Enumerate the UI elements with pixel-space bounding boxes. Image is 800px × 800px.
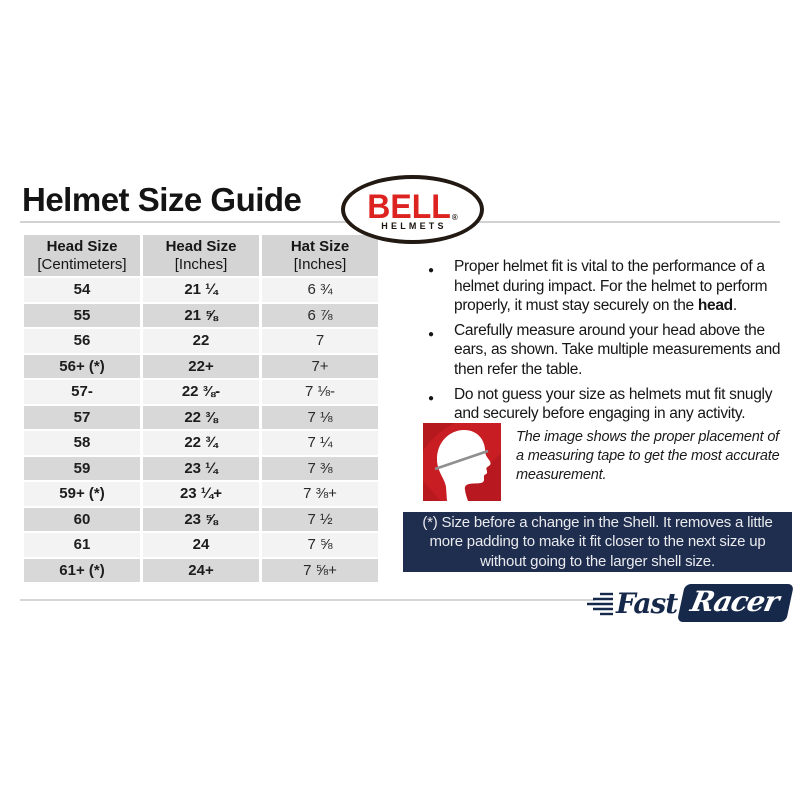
col-header-line2: [Inches] [293,255,347,273]
col-header-line1: Head Size [46,237,118,255]
table-cell: 22+ [143,354,259,378]
col-header-line2: [Inches] [174,255,228,273]
bullet-text-bold: head [697,297,733,315]
fastracer-racer-box: Racer [677,584,794,622]
table-row: 59+ (*) 23 ¼+ 7 ⅜+ [24,482,378,506]
table-row: 56 22 7 [24,329,378,353]
bullet-text-pre: Do not guess your size as helmets mut fi… [454,385,773,423]
bullet-text-pre: Carefully measure around your head above… [454,321,781,378]
table-cell: 7 ⅜ [262,456,378,480]
bell-helmets-logo: BELL® HELMETS [341,175,484,244]
bullet-text-post: . [732,297,737,315]
table-cell: 55 [24,303,140,327]
fastracer-racer-text: Racer [687,585,782,618]
table-cell: 22 [143,329,259,353]
table-cell: 7 ⅛ [262,405,378,429]
table-cell: 7+ [262,354,378,378]
table-cell: 22 ¾ [143,431,259,455]
table-cell: 24+ [143,558,259,582]
speed-lines-icon [587,592,613,616]
bullet-text: Proper helmet fit is vital to the perfor… [454,257,794,316]
measuring-tape-figure [423,423,501,501]
fit-instructions-list: ● Proper helmet fit is vital to the perf… [424,257,794,429]
shell-size-note-text: (*) Size before a change in the Shell. I… [422,513,773,570]
header-row: Head Size [Centimeters] Head Size [Inche… [24,235,378,276]
table-cell: 56+ (*) [24,354,140,378]
table-cell: 23 ¼+ [143,482,259,506]
size-table-header: Head Size [Centimeters] Head Size [Inche… [24,235,378,276]
footer-divider [20,599,595,601]
table-cell: 6 ⅞ [262,303,378,327]
shell-size-note: (*) Size before a change in the Shell. I… [403,512,792,572]
table-cell: 54 [24,278,140,302]
bell-logo-text: BELL [367,186,451,226]
table-row: 57- 22 ⅜- 7 ⅛- [24,380,378,404]
table-cell: 57 [24,405,140,429]
fastracer-logo: Fast Racer [586,583,794,623]
col-header-line1: Hat Size [290,237,350,255]
table-cell: 23 ¼ [143,456,259,480]
table-cell: 59+ (*) [24,482,140,506]
table-cell: 57- [24,380,140,404]
table-cell: 7 ½ [262,507,378,531]
list-item: ● Proper helmet fit is vital to the perf… [424,257,794,316]
table-cell: 58 [24,431,140,455]
table-cell: 22 ⅜ [143,405,259,429]
bell-logo-subtext: HELMETS [381,221,447,232]
table-cell: 7 [262,329,378,353]
col-header-head-size-in: Head Size [Inches] [143,235,259,276]
col-header-line2: [Centimeters] [37,255,127,273]
table-cell: 6 ¾ [262,278,378,302]
bullet-icon: ● [428,328,434,340]
table-cell: 61+ (*) [24,558,140,582]
list-item: ● Do not guess your size as helmets mut … [424,385,794,424]
table-cell: 7 ⅜+ [262,482,378,506]
size-table: Head Size [Centimeters] Head Size [Inche… [21,233,381,584]
bullet-text: Do not guess your size as helmets mut fi… [454,385,794,424]
table-row: 61+ (*) 24+ 7 ⅝+ [24,558,378,582]
bullet-icon: ● [428,265,434,276]
list-item: ● Carefully measure around your head abo… [424,321,794,380]
table-cell: 56 [24,329,140,353]
table-cell: 22 ⅜- [143,380,259,404]
fastracer-fast-text: Fast [616,586,678,620]
table-cell: 21 ¼ [143,278,259,302]
table-row: 61 24 7 ⅝ [24,533,378,557]
bullet-text-pre: Proper helmet fit is vital to the perfor… [454,258,768,315]
col-header-line1: Head Size [165,237,237,255]
col-header-hat-size-in: Hat Size [Inches] [262,235,378,276]
table-row: 56+ (*) 22+ 7+ [24,354,378,378]
registered-trademark-icon: ® [451,212,458,222]
table-cell: 24 [143,533,259,557]
bullet-text: Carefully measure around your head above… [454,321,794,380]
table-cell: 7 ¼ [262,431,378,455]
table-cell: 23 ⅝ [143,507,259,531]
figure-caption: The image shows the proper placement of … [516,429,780,483]
table-cell: 60 [24,507,140,531]
bullet-icon: ● [428,392,434,404]
page-title: Helmet Size Guide [22,181,302,218]
bell-logo-wordmark: BELL® [367,188,458,223]
table-cell: 7 ⅝+ [262,558,378,582]
table-cell: 7 ⅛- [262,380,378,404]
table-cell: 21 ⅝ [143,303,259,327]
table-cell: 61 [24,533,140,557]
col-header-head-size-cm: Head Size [Centimeters] [24,235,140,276]
table-cell: 59 [24,456,140,480]
table-cell: 7 ⅝ [262,533,378,557]
head-profile-icon [423,423,501,501]
